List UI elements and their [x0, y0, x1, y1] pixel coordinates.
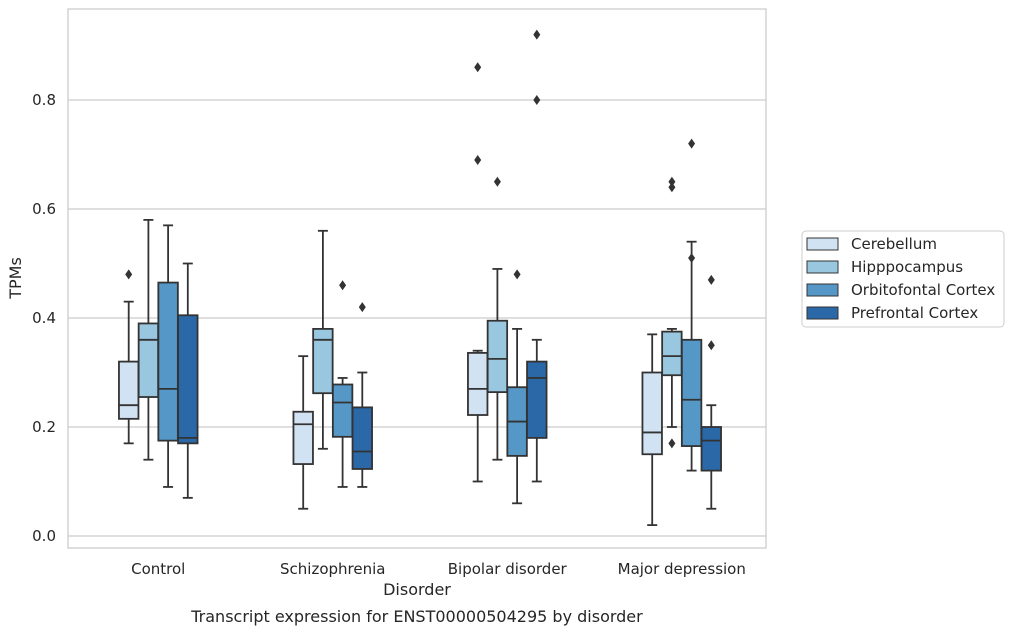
box-iqr	[467, 351, 489, 416]
box-iqr	[486, 319, 509, 394]
box-iqr	[680, 338, 703, 447]
box-prefrontal-cortex	[526, 29, 548, 483]
box-cerebellum	[467, 62, 489, 483]
y-tick-label: 0.8	[32, 91, 56, 109]
box-iqr	[331, 383, 354, 438]
box-prefrontal-cortex	[700, 274, 722, 510]
outlier-point	[668, 438, 676, 449]
y-axis-ticks: 0.0 0.2 0.4 0.6 0.8	[32, 91, 56, 545]
box-prefrontal-cortex	[351, 302, 373, 488]
x-tick-label: Control	[131, 560, 185, 578]
outlier-point	[668, 176, 676, 187]
outlier-point	[707, 274, 715, 285]
legend-swatch	[806, 283, 839, 297]
box-iqr	[137, 322, 160, 398]
legend: Cerebellum Hipppocampus Orbitofontal Corte…	[801, 230, 1005, 328]
box-iqr	[292, 410, 314, 465]
x-axis-ticks: Control Schizophrenia Bipolar disorder Majo…	[131, 560, 746, 578]
plot-frame	[67, 8, 767, 549]
legend-swatch	[806, 306, 839, 320]
outlier-point	[493, 176, 501, 187]
x-tick-label: Schizophrenia	[280, 560, 385, 578]
box-orbitofontal-cortex	[680, 138, 703, 472]
box-iqr	[641, 371, 663, 456]
box-iqr	[700, 426, 722, 472]
figure-caption: Transcript expression for ENST0000050429…	[190, 607, 643, 626]
box-iqr	[118, 360, 140, 420]
x-tick-label: Bipolar disorder	[448, 560, 568, 578]
box-iqr	[351, 406, 373, 470]
box-hipppocampus	[137, 218, 160, 461]
box-iqr	[157, 281, 179, 442]
box-cerebellum	[118, 269, 140, 445]
outlier-point	[668, 182, 676, 193]
outlier-point	[707, 340, 715, 351]
y-tick-label: 0.0	[32, 527, 56, 545]
outlier-point	[533, 95, 541, 105]
legend-label: Orbitofontal Cortex	[851, 281, 995, 299]
y-tick-label: 0.2	[32, 418, 56, 436]
legend-swatch	[806, 260, 839, 274]
box-iqr	[312, 327, 334, 395]
x-axis-label: Disorder	[383, 580, 451, 599]
y-tick-label: 0.4	[32, 309, 56, 327]
y-tick-label: 0.6	[32, 200, 56, 218]
box-plot-marks	[118, 29, 722, 526]
box-iqr	[177, 314, 199, 445]
box-hipppocampus	[486, 176, 509, 461]
box-iqr	[661, 330, 683, 377]
box-orbitofontal-cortex	[506, 269, 528, 505]
outlier-point	[533, 29, 541, 40]
outlier-point	[474, 154, 482, 165]
legend-label: Cerebellum	[851, 235, 937, 253]
legend-label: Prefrontal Cortex	[851, 304, 978, 322]
outlier-point	[513, 269, 521, 280]
outlier-point	[688, 253, 696, 264]
box-hipppocampus	[312, 229, 334, 450]
legend-label: Hipppocampus	[851, 258, 963, 276]
legend-swatch	[806, 237, 839, 251]
outlier-point	[358, 302, 366, 313]
box-iqr	[526, 360, 548, 439]
outlier-point	[688, 138, 696, 149]
outlier-point	[125, 269, 133, 280]
y-axis-label: TPMs	[6, 257, 25, 300]
outlier-point	[339, 280, 347, 291]
box-prefrontal-cortex	[177, 262, 199, 499]
box-cerebellum	[292, 355, 314, 510]
outlier-point	[474, 62, 482, 73]
legend-frame	[801, 230, 1005, 328]
x-tick-label: Major depression	[618, 560, 746, 578]
box-cerebellum	[641, 333, 663, 526]
